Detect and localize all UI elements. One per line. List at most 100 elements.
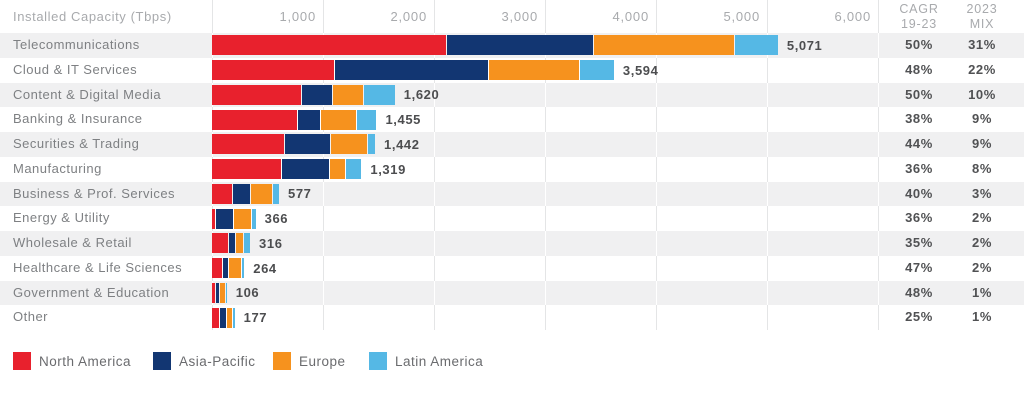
mix-value: 1% xyxy=(972,309,992,325)
legend-swatch-icon xyxy=(273,352,291,370)
stacked-bar: 577 xyxy=(212,183,312,204)
axis-gridline xyxy=(767,255,768,281)
axis-gridline xyxy=(434,156,435,182)
bar-segment-asia-pacific xyxy=(222,258,229,279)
axis-gridline xyxy=(434,132,435,157)
stacked-bar: 106 xyxy=(212,282,260,303)
bar-segment-north-america xyxy=(212,60,334,81)
axis-gridline xyxy=(212,0,213,33)
cagr-value: 25% xyxy=(905,309,933,325)
axis-gridline xyxy=(656,231,657,256)
cagr-value: 36% xyxy=(905,160,933,176)
bar-segment-north-america xyxy=(212,258,222,279)
bar-segment-north-america xyxy=(212,84,301,105)
bar-total-label: 264 xyxy=(253,260,277,276)
bar-segment-latin-america xyxy=(356,109,377,130)
bar-segment-europe xyxy=(321,109,356,130)
row-label: Healthcare & Life Sciences xyxy=(13,259,183,275)
table-row: Wholesale & Retail 316 35% 2% xyxy=(0,231,1024,256)
axis-gridline xyxy=(545,107,546,132)
axis-gridline xyxy=(323,280,324,306)
axis-gridline xyxy=(545,280,546,306)
bar-segment-latin-america xyxy=(273,183,280,204)
axis-gridline xyxy=(767,181,768,207)
bar-segment-europe xyxy=(220,282,225,303)
legend-swatch-icon xyxy=(13,352,31,370)
stacked-bar: 264 xyxy=(212,258,277,279)
cagr-value: 47% xyxy=(905,259,933,275)
axis-gridline xyxy=(545,82,546,108)
legend-swatch-icon xyxy=(369,352,387,370)
row-label: Content & Digital Media xyxy=(13,86,162,102)
axis-gridline xyxy=(323,0,324,33)
bar-segment-europe xyxy=(489,60,579,81)
axis-gridline xyxy=(767,206,768,231)
table-row: Manufacturing 1,319 36% 8% xyxy=(0,156,1024,182)
stacked-bar: 316 xyxy=(212,233,283,254)
axis-gridline xyxy=(545,231,546,256)
bar-segment-asia-pacific xyxy=(219,307,227,328)
axis-gridline xyxy=(656,255,657,281)
legend-swatch-icon xyxy=(153,352,171,370)
row-label: Government & Education xyxy=(13,284,170,300)
cagr-value: 48% xyxy=(905,284,933,300)
bar-segment-latin-america xyxy=(367,134,376,155)
stacked-bar: 1,319 xyxy=(212,159,406,180)
axis-gridline xyxy=(656,107,657,132)
legend-label: North America xyxy=(39,353,132,369)
axis-gridline xyxy=(656,206,657,231)
bar-segment-asia-pacific xyxy=(301,84,332,105)
legend-item-latin-america: Latin America xyxy=(369,352,483,370)
bar-total-label: 1,442 xyxy=(384,136,420,152)
column-header-mix-line1: 2023 xyxy=(966,2,998,16)
axis-gridline xyxy=(767,156,768,182)
axis-gridline xyxy=(878,57,879,83)
axis-gridline xyxy=(656,156,657,182)
axis-gridline xyxy=(323,231,324,256)
column-header-cagr: CAGR 19-23 xyxy=(878,2,960,32)
axis-gridline xyxy=(434,255,435,281)
legend-label: Latin America xyxy=(395,353,484,369)
axis-gridline xyxy=(878,33,879,58)
bar-total-label: 106 xyxy=(235,285,260,301)
axis-gridline xyxy=(767,305,768,330)
stacked-bar: 1,455 xyxy=(212,109,421,130)
bar-segment-latin-america xyxy=(579,60,614,81)
legend-item-europe: Europe xyxy=(273,352,346,370)
legend-item-north-america: North America xyxy=(13,352,131,370)
bar-segment-asia-pacific xyxy=(334,60,489,81)
mix-value: 10% xyxy=(968,86,996,102)
bar-segment-asia-pacific xyxy=(232,183,250,204)
bar-segment-europe xyxy=(233,208,252,229)
bar-segment-europe xyxy=(329,159,346,180)
table-row: Government & Education 106 48% 1% xyxy=(0,280,1024,306)
bar-total-label: 366 xyxy=(264,211,289,227)
bar-segment-north-america xyxy=(212,282,216,303)
mix-value: 2% xyxy=(972,259,992,275)
axis-gridline xyxy=(656,280,657,306)
axis-gridline xyxy=(434,280,435,306)
bar-segment-latin-america xyxy=(252,208,256,229)
axis-gridline xyxy=(323,305,324,330)
bar-total-label: 5,071 xyxy=(786,37,823,53)
legend-item-asia-pacific: Asia-Pacific xyxy=(153,352,256,370)
axis-gridline xyxy=(434,231,435,256)
bar-total-label: 177 xyxy=(243,310,268,326)
cagr-value: 48% xyxy=(905,61,933,77)
row-label: Other xyxy=(13,309,49,325)
axis-gridline xyxy=(767,132,768,157)
row-label: Business & Prof. Services xyxy=(13,185,176,201)
bar-segment-asia-pacific xyxy=(281,159,329,180)
column-header-cagr-line1: CAGR xyxy=(899,2,939,16)
stacked-bar: 177 xyxy=(212,307,268,328)
column-header-cagr-line2: 19-23 xyxy=(901,17,937,31)
column-header-mix-line2: MIX xyxy=(969,17,995,31)
axis-gridline xyxy=(545,255,546,281)
bar-total-label: 3,594 xyxy=(622,62,659,78)
axis-gridline xyxy=(878,305,879,330)
row-label: Securities & Trading xyxy=(13,136,140,151)
mix-value: 8% xyxy=(972,160,992,176)
bar-segment-asia-pacific xyxy=(447,35,593,56)
cagr-value: 40% xyxy=(905,185,933,201)
legend-label: Europe xyxy=(299,353,346,369)
